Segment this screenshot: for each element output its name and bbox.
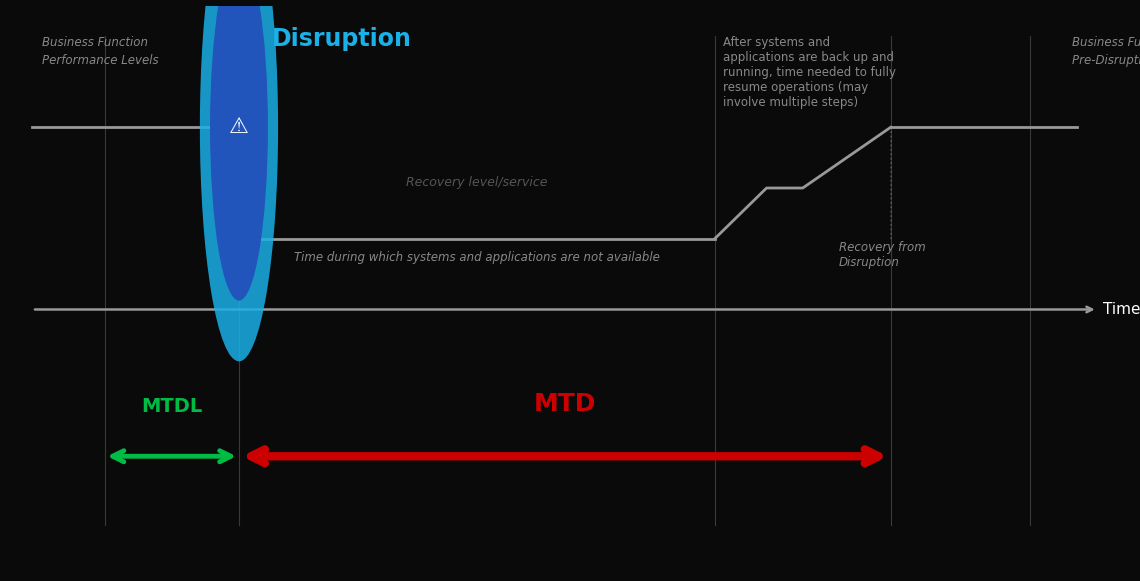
Text: ⚠: ⚠ bbox=[229, 117, 249, 137]
Text: Performance Levels: Performance Levels bbox=[42, 54, 160, 67]
Text: MTD: MTD bbox=[534, 392, 596, 416]
Text: MTDL: MTDL bbox=[141, 397, 203, 416]
Text: Recovery level/service: Recovery level/service bbox=[406, 177, 547, 189]
Text: After systems and
applications are back up and
running, time needed to fully
res: After systems and applications are back … bbox=[723, 36, 896, 109]
Ellipse shape bbox=[210, 0, 268, 300]
Text: Time during which systems and applications are not available: Time during which systems and applicatio… bbox=[294, 251, 660, 264]
Ellipse shape bbox=[200, 0, 278, 361]
Text: Business Function at: Business Function at bbox=[1072, 36, 1140, 49]
Text: Business Function: Business Function bbox=[42, 36, 148, 49]
Text: Recovery from
Disruption: Recovery from Disruption bbox=[839, 241, 926, 269]
Text: Time: Time bbox=[1102, 302, 1140, 317]
Text: Pre-Disruption Levels: Pre-Disruption Levels bbox=[1072, 54, 1140, 67]
Text: Disruption: Disruption bbox=[272, 27, 412, 51]
